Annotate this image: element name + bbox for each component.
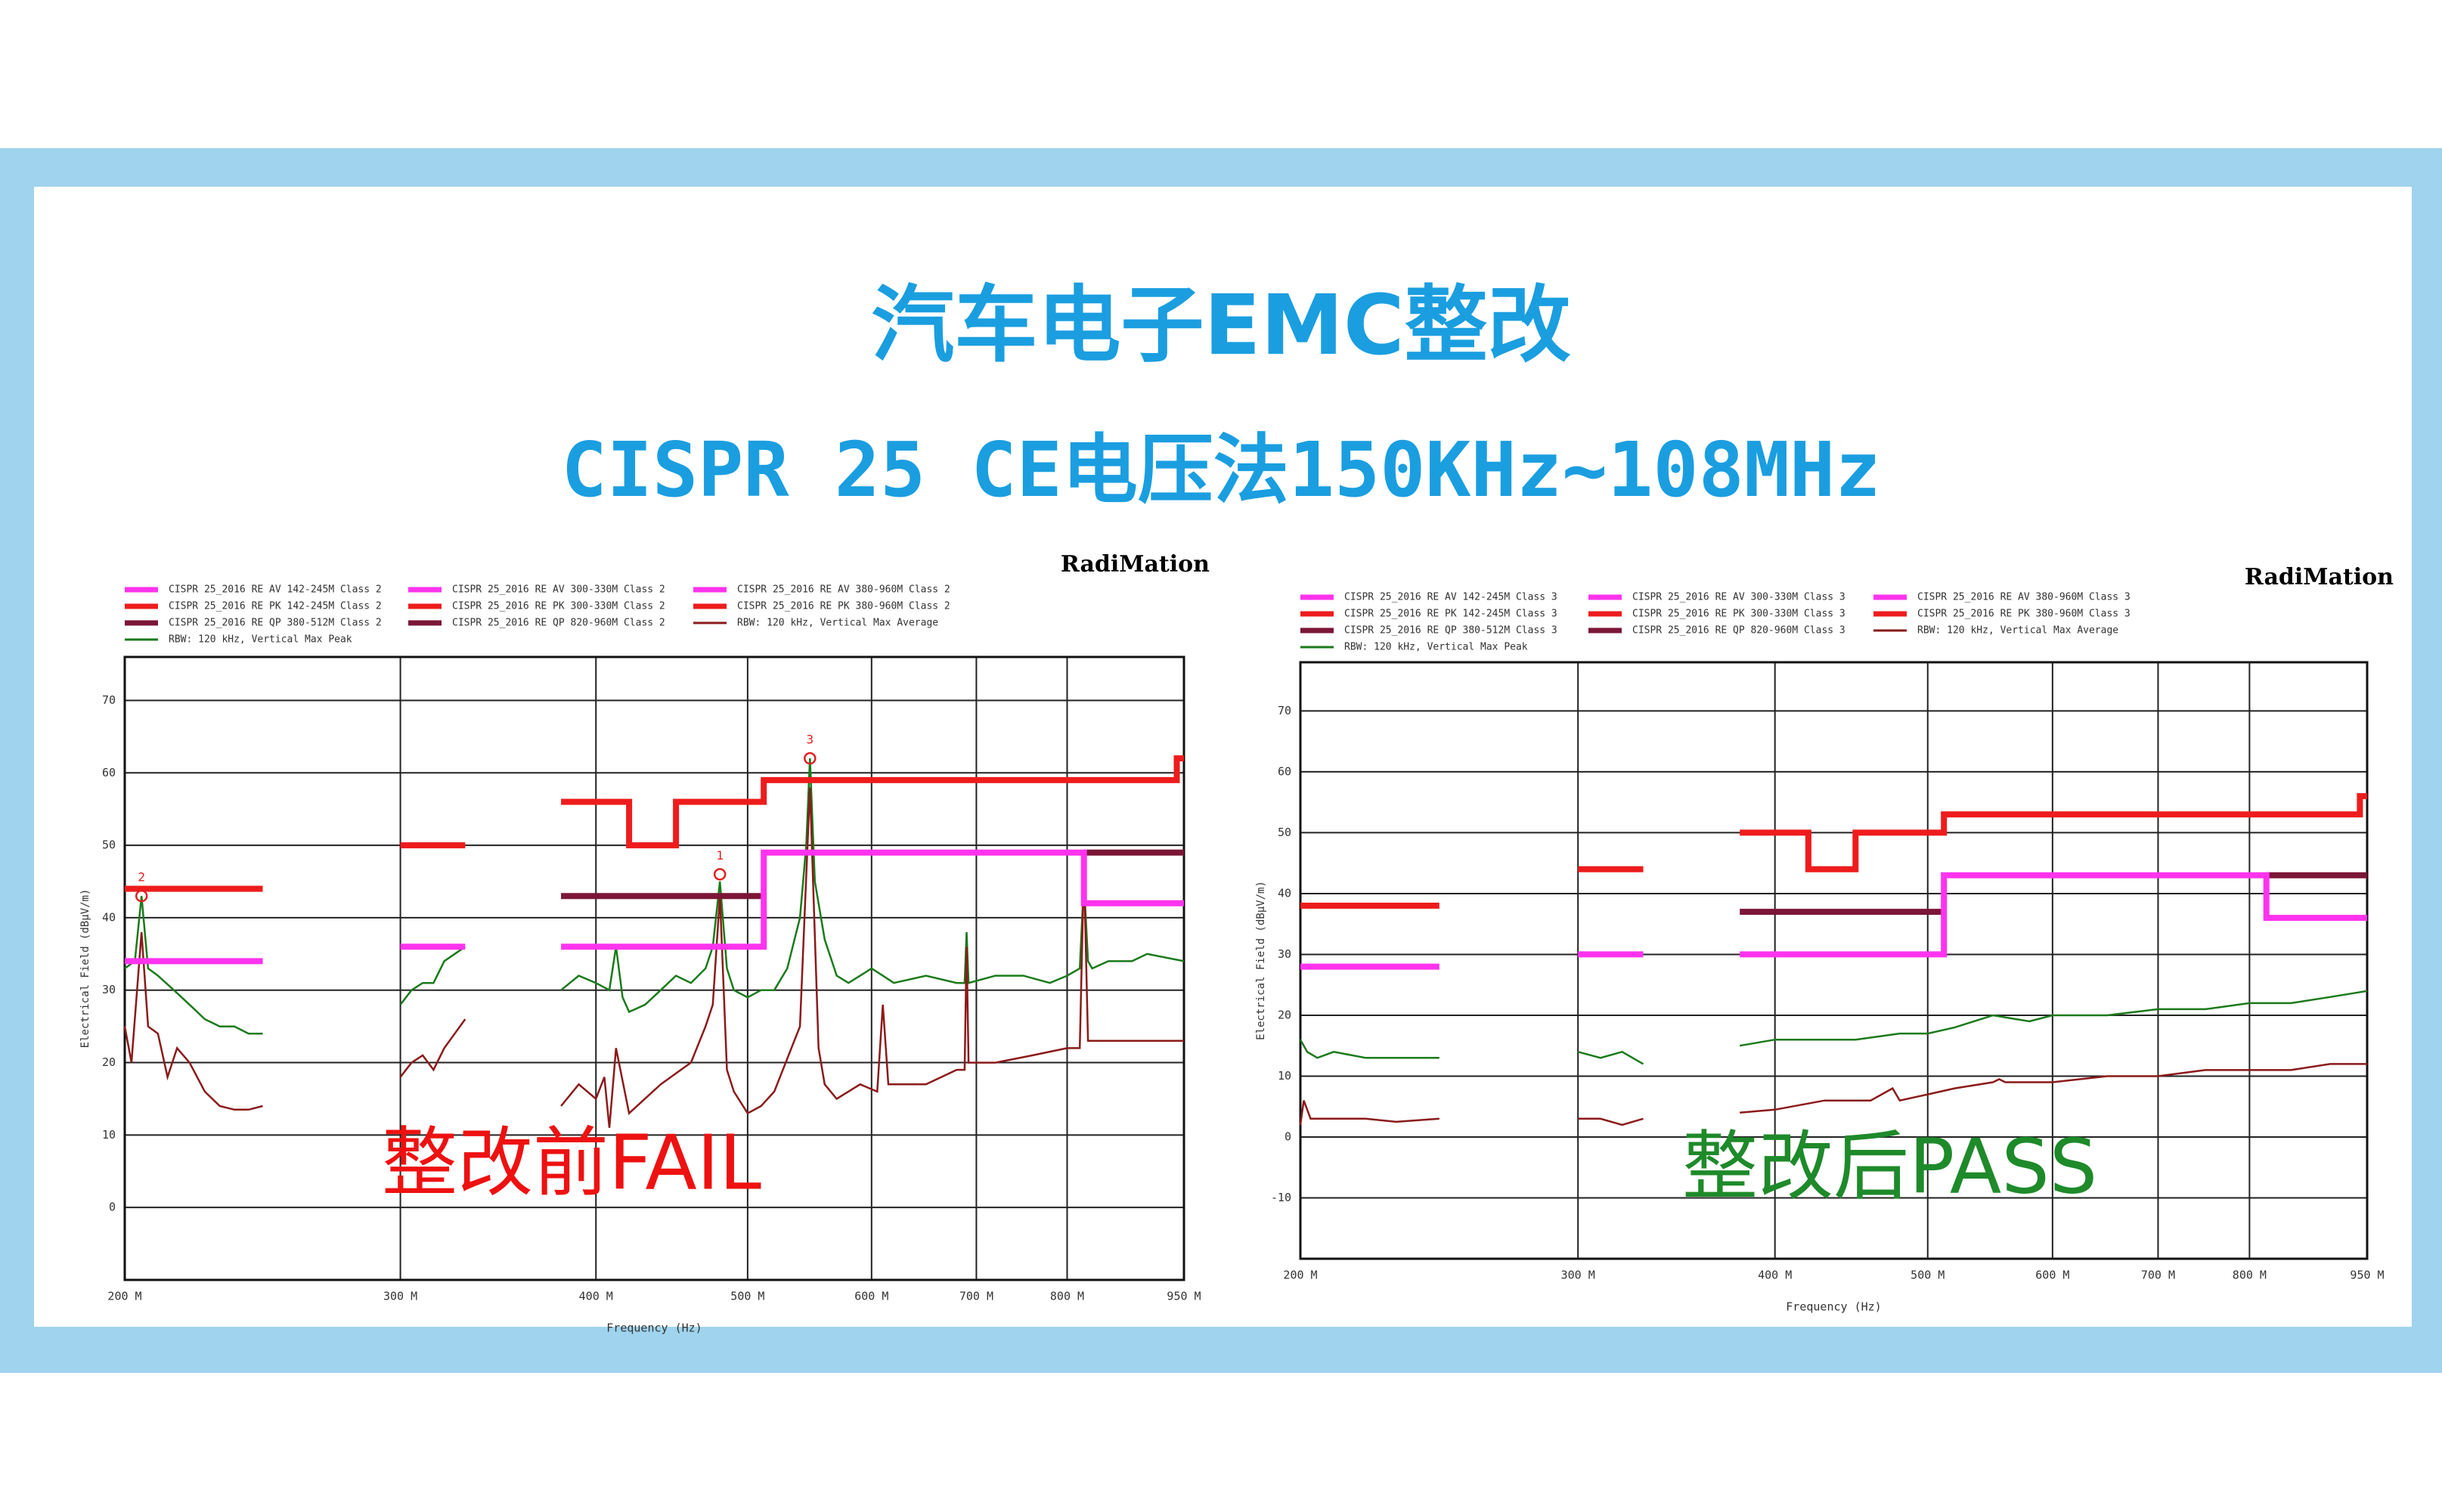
legend-label: CISPR 25_2016 RE PK 300-330M Class 2	[452, 601, 665, 612]
y-tick-label: 20	[1278, 1008, 1291, 1021]
slide-subtitle: CISPR 25 CE电压法150KHz~108MHz	[561, 426, 1881, 514]
brand: RadiMation	[2245, 564, 2394, 590]
legend-label: CISPR 25_2016 RE QP 380-512M Class 2	[169, 618, 382, 629]
y-tick-label: 0	[109, 1201, 116, 1214]
legend-label: RBW: 120 kHz, Vertical Max Peak	[169, 634, 352, 646]
legend-label: CISPR 25_2016 RE QP 820-960M Class 2	[452, 618, 665, 629]
y-tick-label: 60	[1278, 764, 1291, 778]
legend-label: CISPR 25_2016 RE AV 300-330M Class 2	[452, 584, 665, 596]
y-tick-label: -10	[1271, 1191, 1291, 1204]
plot-frame	[1299, 661, 2369, 1260]
legend-label: CISPR 25_2016 RE QP 380-512M Class 3	[1344, 625, 1557, 637]
legend-label: CISPR 25_2016 RE AV 380-960M Class 3	[1917, 592, 2131, 603]
y-tick-label: 50	[1278, 826, 1291, 839]
legend-label: RBW: 120 kHz, Vertical Max Average	[1917, 625, 2118, 637]
peak-label: 2	[138, 870, 145, 885]
y-tick-label: 30	[1278, 947, 1291, 961]
peak-label: 1	[716, 848, 724, 863]
trace-line	[124, 758, 1185, 1035]
legend-label: CISPR 25_2016 RE AV 380-960M Class 2	[737, 584, 950, 596]
x-tick-label: 300 M	[383, 1290, 417, 1303]
x-tick-label: 200 M	[1283, 1269, 1317, 1282]
x-tick-label: 700 M	[959, 1290, 993, 1303]
y-tick-label: 50	[102, 838, 116, 852]
y-tick-label: 10	[102, 1128, 116, 1142]
x-axis-label: Frequency (Hz)	[1786, 1300, 1881, 1314]
peak-marker	[804, 751, 817, 765]
trace-line	[1299, 990, 2368, 1065]
y-tick-label: 60	[102, 766, 116, 779]
y-tick-label: 20	[102, 1055, 116, 1069]
legend-label: CISPR 25_2016 RE QP 820-960M Class 3	[1632, 625, 1845, 637]
legend-label: RBW: 120 kHz, Vertical Max Average	[737, 618, 938, 629]
peak-marker	[713, 868, 727, 881]
legend-label: CISPR 25_2016 RE PK 300-330M Class 3	[1632, 609, 1845, 620]
x-tick-label: 200 M	[107, 1290, 141, 1303]
x-axis-label: Frequency (Hz)	[606, 1321, 702, 1335]
y-tick-label: 40	[102, 910, 116, 924]
y-axis-label: Electrical Field (dBµV/m)	[79, 889, 91, 1049]
x-tick-label: 500 M	[1911, 1269, 1945, 1282]
y-axis-label: Electrical Field (dBµV/m)	[1255, 881, 1267, 1040]
brand: RadiMation	[1061, 551, 1210, 578]
legend-label: CISPR 25_2016 RE AV 300-330M Class 3	[1632, 592, 1845, 603]
legend-label: CISPR 25_2016 RE PK 380-960M Class 2	[737, 601, 950, 612]
x-tick-label: 600 M	[2035, 1269, 2069, 1282]
x-tick-label: 950 M	[1167, 1290, 1201, 1303]
limit-line	[561, 849, 1184, 950]
limit-line	[561, 755, 1184, 849]
y-tick-label: 30	[102, 983, 116, 996]
legend-label: RBW: 120 kHz, Vertical Max Peak	[1344, 642, 1528, 653]
slide-title: 汽车电子EMC整改	[871, 277, 1571, 373]
x-tick-label: 400 M	[1758, 1269, 1792, 1282]
trace-line	[1299, 1063, 2367, 1126]
legend-label: CISPR 25_2016 RE PK 142-245M Class 2	[169, 601, 382, 612]
y-tick-label: 0	[1285, 1129, 1291, 1143]
result-annotation: 整改前FAIL	[382, 1118, 761, 1207]
y-tick-label: 70	[102, 693, 116, 707]
result-annotation: 整改后PASS	[1682, 1122, 2097, 1210]
peak-marker	[135, 889, 148, 903]
x-tick-label: 800 M	[2233, 1269, 2267, 1282]
x-tick-label: 500 M	[730, 1290, 764, 1303]
limit-line	[1740, 793, 2367, 872]
trace-line	[123, 787, 1184, 1128]
y-tick-label: 10	[1278, 1069, 1291, 1083]
legend-label: CISPR 25_2016 RE PK 380-960M Class 3	[1917, 609, 2131, 620]
legend-label: CISPR 25_2016 RE AV 142-245M Class 3	[1344, 592, 1557, 603]
y-tick-label: 70	[1278, 704, 1291, 717]
x-tick-label: 700 M	[2141, 1269, 2175, 1282]
limit-line	[1740, 872, 2367, 958]
x-tick-label: 800 M	[1050, 1290, 1084, 1303]
x-tick-label: 300 M	[1561, 1269, 1595, 1282]
y-tick-label: 40	[1278, 886, 1291, 900]
legend-label: CISPR 25_2016 RE PK 142-245M Class 3	[1344, 609, 1557, 620]
x-tick-label: 950 M	[2350, 1269, 2384, 1282]
legend-label: CISPR 25_2016 RE AV 142-245M Class 2	[169, 584, 382, 596]
x-tick-label: 600 M	[854, 1290, 888, 1303]
peak-label: 3	[806, 733, 813, 747]
x-tick-label: 400 M	[579, 1290, 613, 1303]
